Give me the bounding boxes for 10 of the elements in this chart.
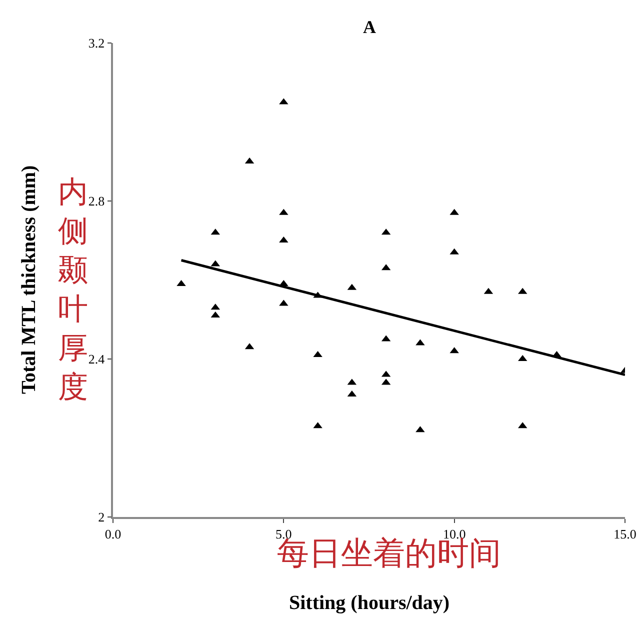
y-tick-label: 2.4 [88, 352, 106, 367]
y-tick-label: 2 [98, 510, 105, 525]
text: 内侧颞叶厚度 [58, 175, 88, 405]
x-tick-label: 15.0 [614, 526, 636, 542]
y-tick-label: 2.8 [88, 194, 105, 209]
chart-title: A [363, 17, 376, 37]
x-tick-label: 0.0 [104, 526, 122, 542]
y-axis-title: Total MTL thickness (mm) [18, 165, 40, 394]
y-tick-label: 3.2 [88, 36, 105, 51]
x-axis-title: Sitting (hours/day) [289, 592, 450, 614]
